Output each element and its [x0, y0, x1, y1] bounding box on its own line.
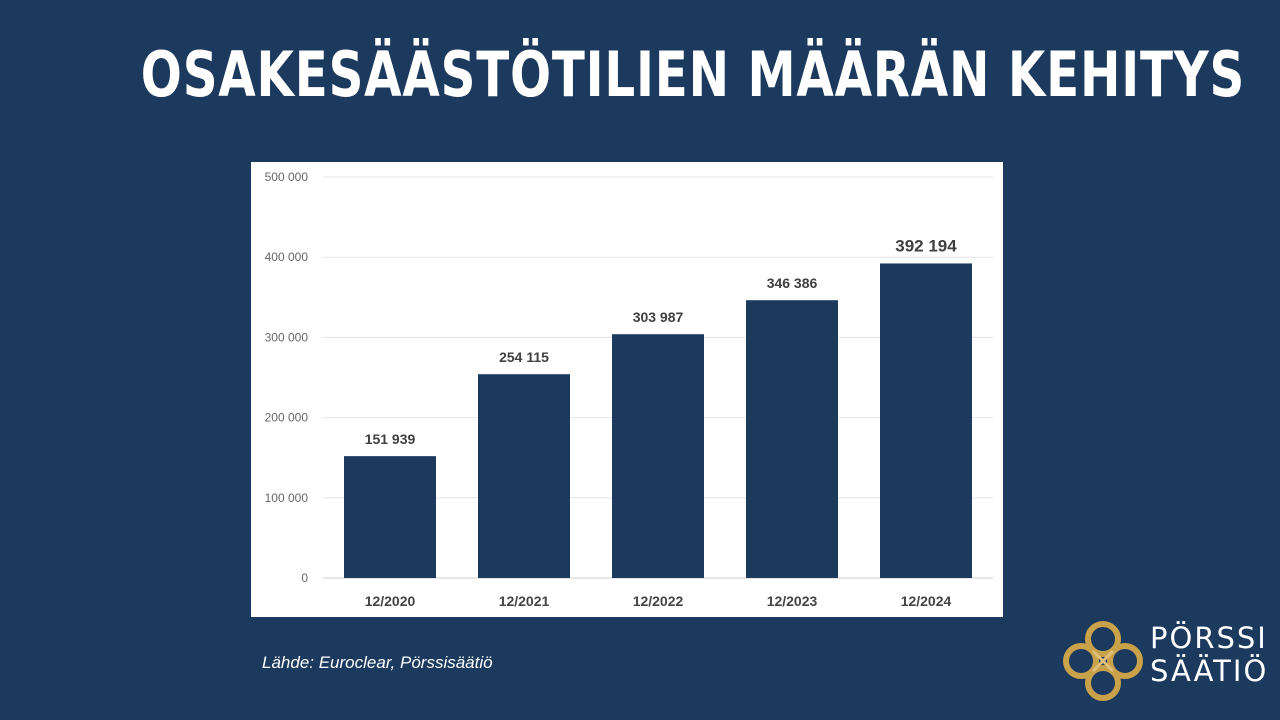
source-note: Lähde: Euroclear, Pörssisäätiö: [262, 653, 493, 672]
bar: [746, 300, 838, 578]
bar: [478, 374, 570, 578]
chart-panel: 0 100 000 200 000 300 000 400 000 500 000 151 …: [251, 162, 1003, 617]
x-tick-label: 12/2021: [499, 593, 550, 609]
bar-chart: 0 100 000 200 000 300 000 400 000 500 000 151 …: [265, 170, 993, 609]
y-tick-label: 400 000: [265, 250, 309, 264]
y-tick-label: 300 000: [265, 330, 309, 344]
y-tick-label: 100 000: [265, 491, 309, 505]
x-tick-label: 12/2020: [365, 593, 416, 609]
data-label: 254 115: [499, 349, 549, 365]
data-label: 151 939: [365, 431, 416, 447]
data-label: 303 987: [633, 309, 684, 325]
bar: [344, 456, 436, 578]
y-tick-label: 0: [301, 571, 308, 585]
y-tick-label: 500 000: [265, 170, 309, 184]
data-label: 392 194: [895, 236, 957, 255]
y-tick-label: 200 000: [265, 411, 309, 425]
data-label: 346 386: [767, 275, 818, 291]
x-tick-label: 12/2023: [767, 593, 818, 609]
gold-knot-icon: [1063, 621, 1143, 701]
logo-text-line1: PÖRSSI: [1150, 621, 1268, 655]
x-tick-label: 12/2024: [901, 593, 952, 609]
bar: [880, 263, 972, 578]
bar: [612, 334, 704, 578]
x-tick-label: 12/2022: [633, 593, 684, 609]
logo-text-line2: SÄÄTIÖ: [1150, 654, 1269, 688]
page-title: OSAKESÄÄSTÖTILIEN MÄÄRÄN KEHITYS: [140, 38, 1246, 111]
porssisaatio-logo: PÖRSSI SÄÄTIÖ: [1060, 618, 1266, 704]
